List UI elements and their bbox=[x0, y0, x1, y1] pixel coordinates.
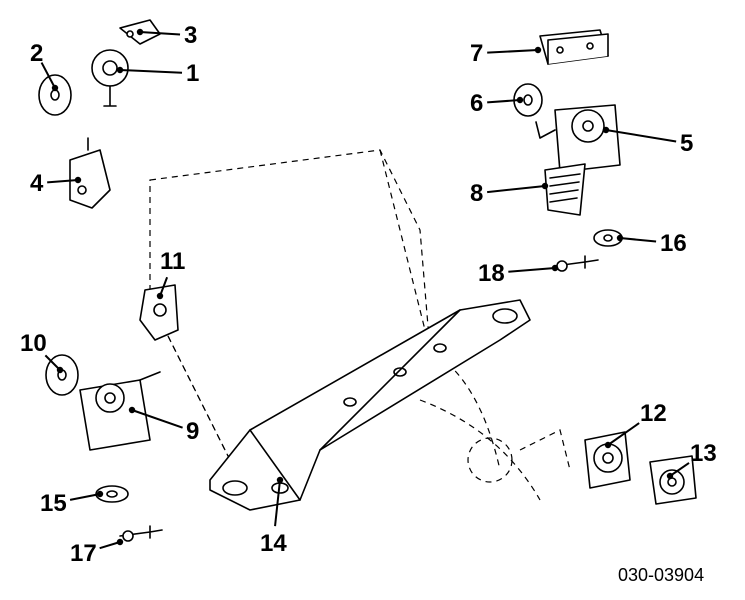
part-12 bbox=[585, 432, 630, 488]
callout-1: 1 bbox=[186, 60, 199, 88]
callout-14: 14 bbox=[260, 530, 287, 558]
callout-4: 4 bbox=[30, 170, 43, 198]
callout-11: 11 bbox=[160, 248, 185, 276]
part-15 bbox=[96, 486, 128, 502]
part-17 bbox=[120, 526, 162, 541]
part-11 bbox=[140, 285, 178, 340]
diagram-svg bbox=[0, 0, 745, 600]
part-8 bbox=[545, 164, 585, 215]
callout-9: 9 bbox=[186, 418, 199, 446]
callout-18: 18 bbox=[478, 260, 505, 288]
part-4 bbox=[70, 138, 110, 208]
callout-8: 8 bbox=[470, 180, 483, 208]
callout-13: 13 bbox=[690, 440, 717, 468]
part-1 bbox=[92, 50, 128, 106]
callout-15: 15 bbox=[40, 490, 67, 518]
part-10 bbox=[46, 355, 78, 395]
part-3 bbox=[120, 20, 160, 44]
part-18 bbox=[555, 256, 598, 271]
callout-12: 12 bbox=[640, 400, 667, 428]
callout-7: 7 bbox=[470, 40, 483, 68]
part-6 bbox=[514, 84, 542, 116]
part-5 bbox=[536, 105, 620, 172]
diagram-stage: 123456789101112131415161718 030-03904 bbox=[0, 0, 745, 600]
part-2 bbox=[39, 75, 71, 115]
callout-6: 6 bbox=[470, 90, 483, 118]
diagram-part-number: 030-03904 bbox=[618, 565, 704, 586]
callout-3: 3 bbox=[184, 22, 197, 50]
part-7 bbox=[540, 30, 608, 64]
callout-5: 5 bbox=[680, 130, 693, 158]
part-9 bbox=[80, 372, 160, 450]
callout-17: 17 bbox=[70, 540, 97, 568]
leader-lines bbox=[42, 29, 689, 548]
part-14-crossmember bbox=[210, 300, 530, 510]
callout-2: 2 bbox=[30, 40, 43, 68]
part-16 bbox=[594, 230, 622, 246]
engine-outline bbox=[150, 150, 570, 500]
callout-10: 10 bbox=[20, 330, 47, 358]
callout-16: 16 bbox=[660, 230, 687, 258]
